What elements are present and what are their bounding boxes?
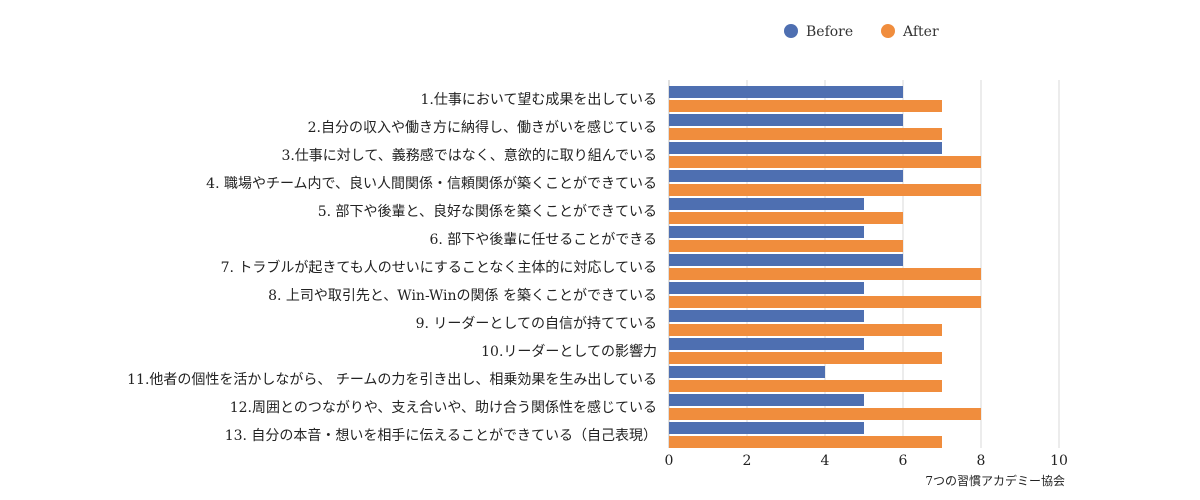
bar-after-8 [669, 296, 981, 308]
bar-after-11 [669, 380, 942, 392]
bar-after-6 [669, 240, 903, 252]
x-tick-label-0: 0 [665, 453, 674, 469]
x-axis-ticks: 0 2 4 6 8 10 [665, 453, 1068, 469]
bars [669, 86, 981, 448]
source-note: 7つの習慣アカデミー協会 [925, 473, 1065, 488]
category-label-13: 13. 自分の本音・想いを相手に伝えることができている（自己表現） [225, 427, 657, 444]
x-tick-label-8: 8 [977, 453, 986, 469]
bar-before-12 [669, 394, 864, 406]
category-label-2: 2.自分の収入や働き方に納得し、働きがいを感じている [308, 119, 657, 136]
bar-after-12 [669, 408, 981, 420]
bar-before-9 [669, 310, 864, 322]
bar-after-3 [669, 156, 981, 168]
bar-before-13 [669, 422, 864, 434]
bar-before-10 [669, 338, 864, 350]
x-tick-label-6: 6 [899, 453, 908, 469]
x-tick-label-2: 2 [743, 453, 752, 469]
bar-before-1 [669, 86, 903, 98]
legend-marker-before [784, 24, 798, 38]
category-label-1: 1.仕事において望む成果を出している [420, 92, 657, 108]
bar-before-6 [669, 226, 864, 238]
legend: Before After [784, 24, 939, 40]
bar-before-11 [669, 366, 825, 378]
bar-after-4 [669, 184, 981, 196]
category-label-12: 12.周囲とのつながりや、支え合いや、助け合う関係性を感じている [230, 399, 657, 416]
x-tick-label-4: 4 [821, 453, 830, 469]
bar-before-8 [669, 282, 864, 294]
category-label-5: 5. 部下や後輩と、良好な関係を築くことができている [318, 204, 657, 220]
legend-label-before: Before [806, 24, 853, 40]
bar-before-5 [669, 198, 864, 210]
bar-after-5 [669, 212, 903, 224]
category-label-7: 7. トラブルが起きても人のせいにすることなく主体的に対応している [221, 259, 657, 276]
category-labels: 1.仕事において望む成果を出している 2.自分の収入や働き方に納得し、働きがいを感… [127, 92, 657, 444]
bar-after-10 [669, 352, 942, 364]
category-label-8: 8. 上司や取引先と、Win-Winの関係 を築くことができている [268, 288, 657, 304]
category-label-10: 10.リーダーとしての影響力 [481, 343, 657, 360]
legend-label-after: After [902, 24, 939, 40]
bar-after-13 [669, 436, 942, 448]
category-label-9: 9. リーダーとしての自信が持てている [416, 316, 657, 332]
bar-after-2 [669, 128, 942, 140]
bar-after-7 [669, 268, 981, 280]
bar-before-2 [669, 114, 903, 126]
bar-before-4 [669, 170, 903, 182]
bar-after-9 [669, 324, 942, 336]
x-tick-label-10: 10 [1050, 453, 1068, 469]
legend-marker-after [881, 24, 895, 38]
category-label-4: 4. 職場やチーム内で、良い人間関係・信頼関係が築くことができている [206, 176, 657, 192]
category-label-11: 11.他者の個性を活かしながら、 チームの力を引き出し、相乗効果を生み出している [127, 372, 657, 388]
bar-before-3 [669, 142, 942, 154]
bar-after-1 [669, 100, 942, 112]
category-label-6: 6. 部下や後輩に任せることができる [429, 232, 657, 248]
bar-before-7 [669, 254, 903, 266]
category-label-3: 3.仕事に対して、義務感ではなく、意欲的に取り組んでいる [281, 147, 657, 164]
